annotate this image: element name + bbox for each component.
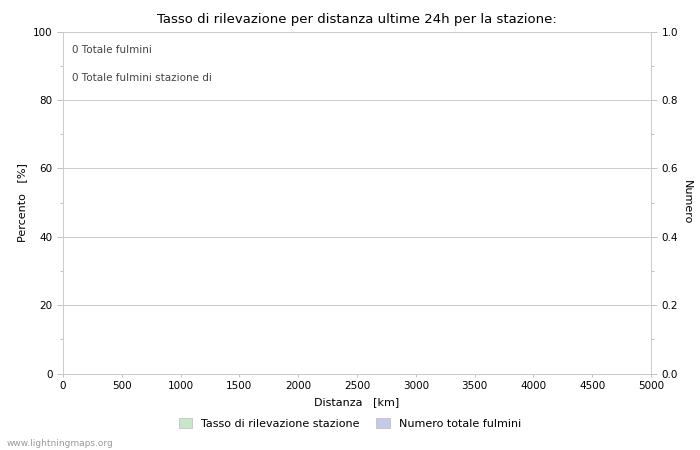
Title: Tasso di rilevazione per distanza ultime 24h per la stazione:: Tasso di rilevazione per distanza ultime…	[157, 13, 557, 26]
Y-axis label: Numero: Numero	[682, 180, 692, 225]
Text: www.lightningmaps.org: www.lightningmaps.org	[7, 439, 113, 448]
Text: 0 Totale fulmini: 0 Totale fulmini	[72, 45, 152, 55]
Y-axis label: Percento   [%]: Percento [%]	[18, 163, 27, 242]
Text: 0 Totale fulmini stazione di: 0 Totale fulmini stazione di	[72, 72, 211, 82]
Legend: Tasso di rilevazione stazione, Numero totale fulmini: Tasso di rilevazione stazione, Numero to…	[174, 414, 526, 433]
X-axis label: Distanza   [km]: Distanza [km]	[314, 397, 400, 407]
